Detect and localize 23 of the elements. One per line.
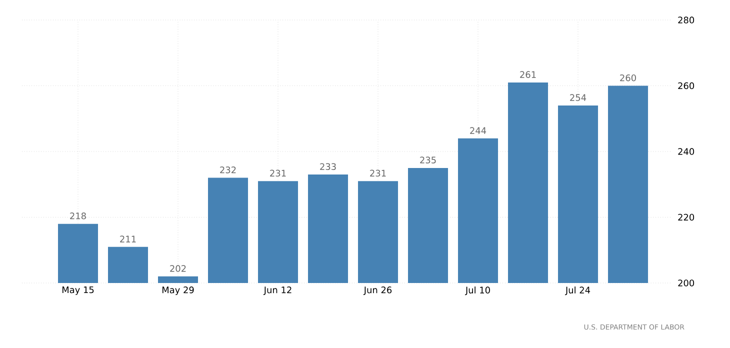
data-label: 254 [570,94,586,101]
data-label: 202 [170,265,186,272]
data-label: 232 [220,166,236,174]
data-label: 235 [420,156,436,164]
data-label: 233 [320,163,336,170]
data-label: 231 [270,170,286,177]
data-label: 218 [70,212,86,220]
y-tick-label: 200 [678,280,694,286]
data-label: 244 [470,127,486,134]
x-tick-label: Jun 12 [263,286,292,295]
y-tick-label: 260 [678,82,694,90]
data-label: 260 [620,74,636,82]
x-tick-label: Jul 24 [565,286,590,296]
data-label: 211 [120,236,136,242]
data-label: 231 [370,170,386,177]
x-tick-label: Jul 10 [465,286,490,296]
y-tick-label: 220 [678,214,694,221]
y-tick-label: 240 [678,148,694,155]
x-tick-label: Jun 26 [363,286,392,295]
x-tick-label: May 29 [162,286,194,296]
x-tick-label: May 15 [62,286,94,295]
data-label: 261 [520,71,536,78]
y-tick-label: 280 [678,16,694,24]
